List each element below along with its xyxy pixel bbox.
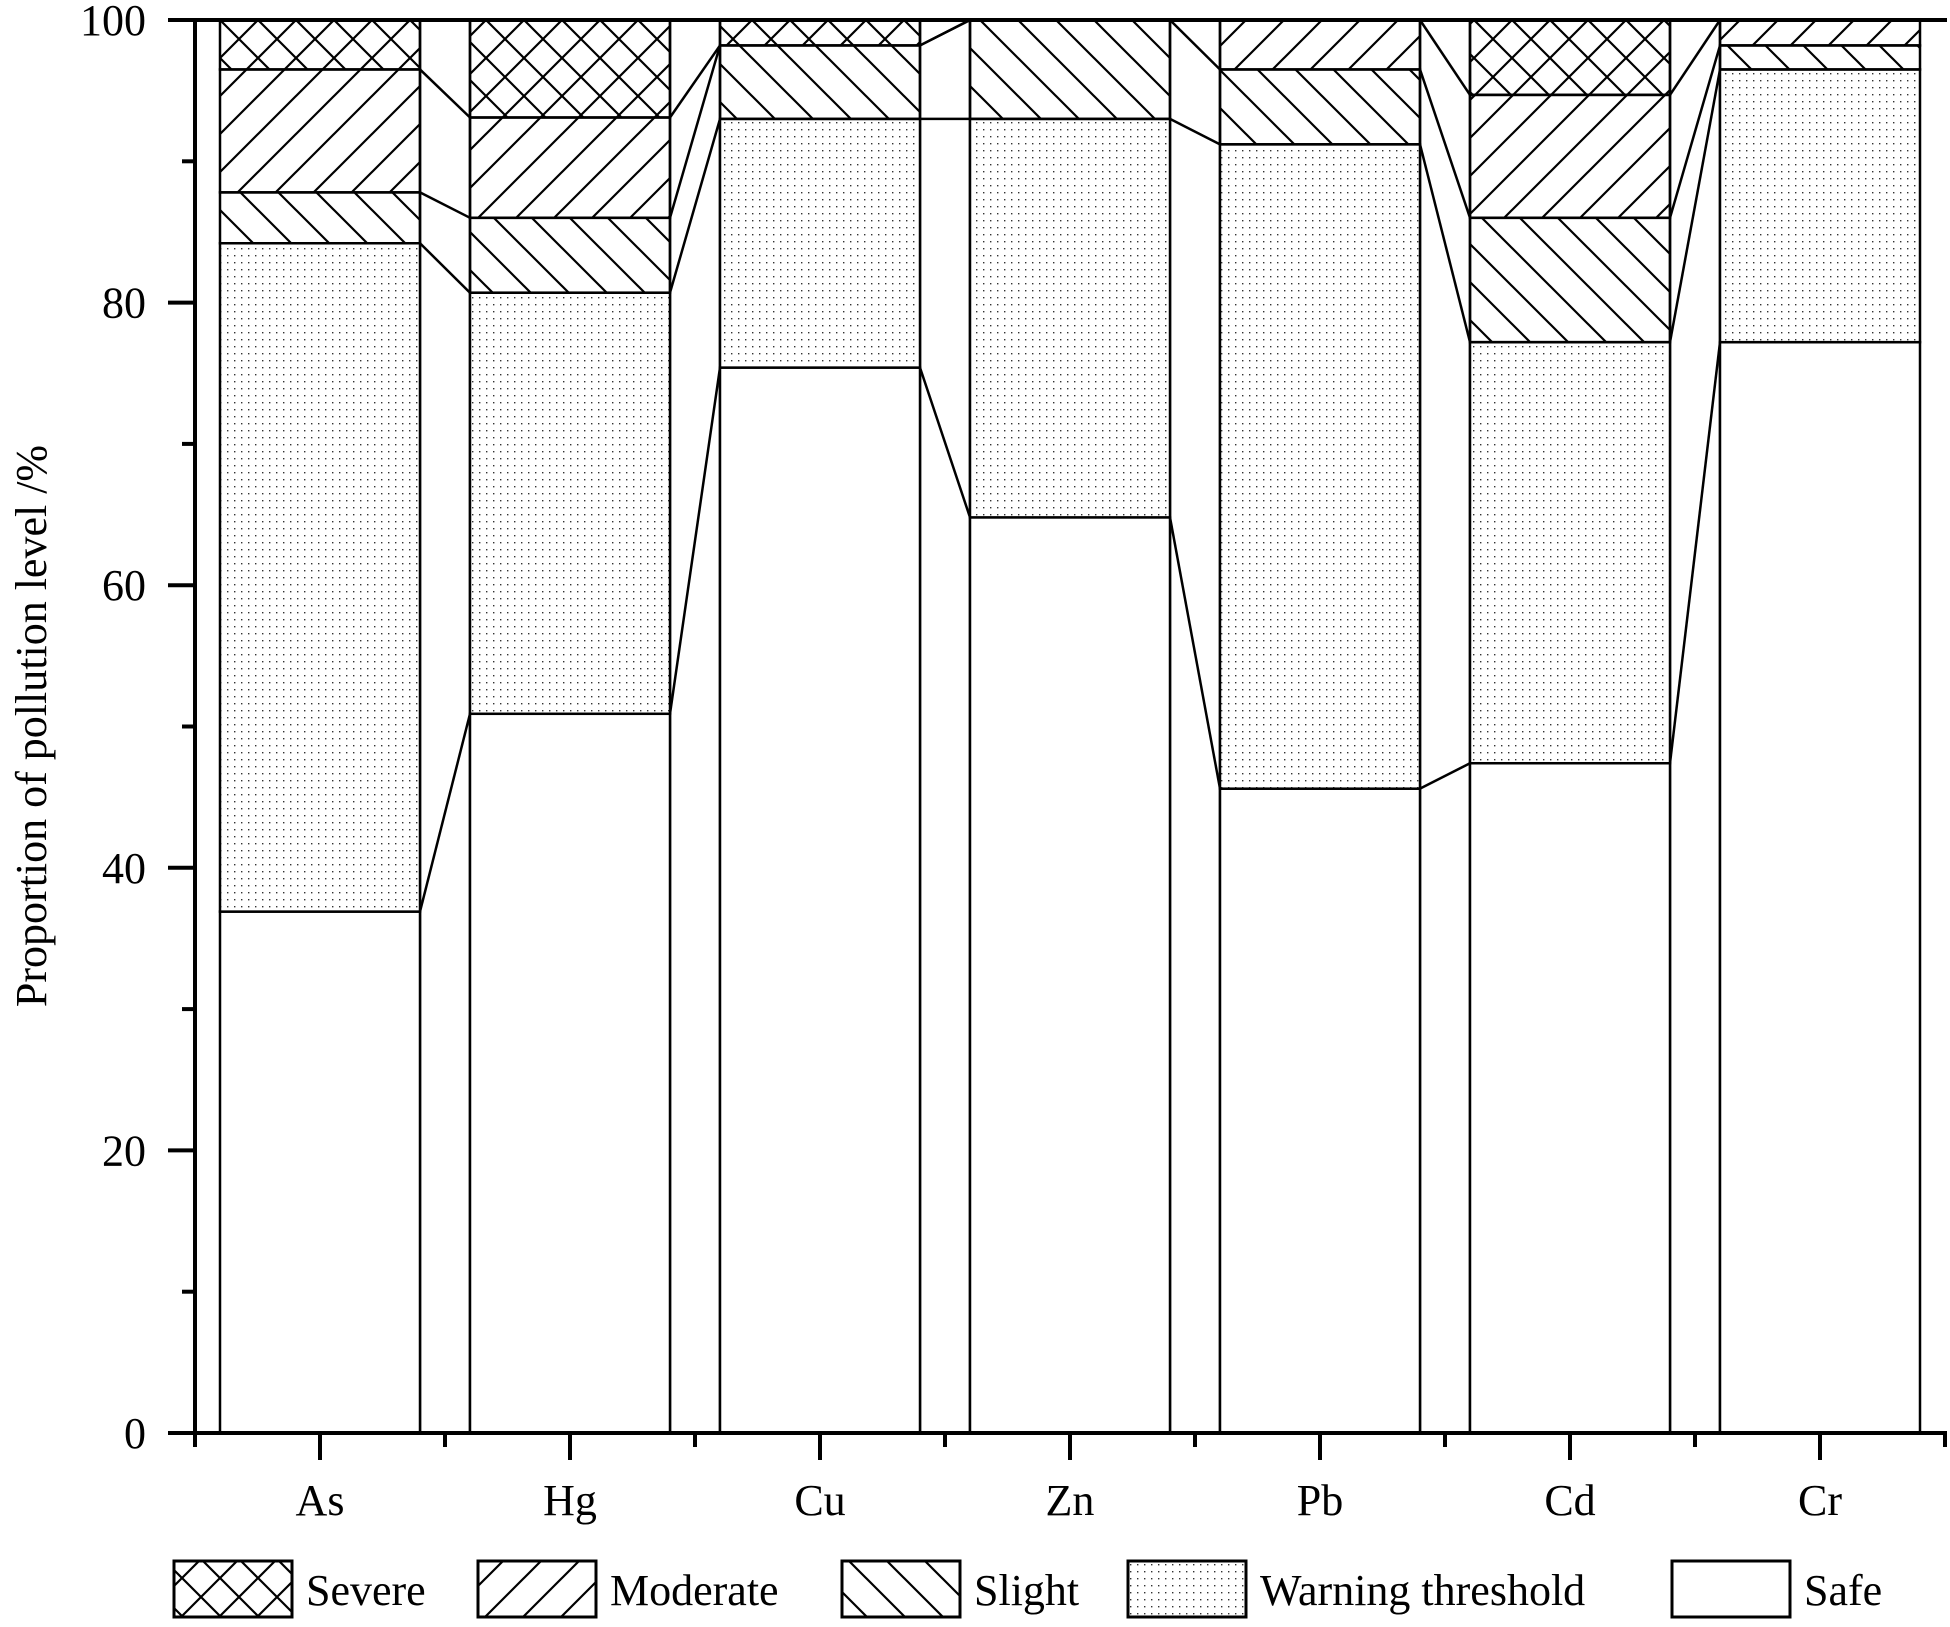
segment-severe [1468, 18, 1672, 97]
legend-swatch-warning-threshold [1126, 1559, 1248, 1619]
legend-label: Safe [1804, 1566, 1882, 1615]
segment-safe [1718, 340, 1922, 1435]
x-tick-label-hg: Hg [543, 1476, 597, 1525]
connector-line [1168, 517, 1222, 789]
bar-cr [1718, 18, 1922, 1435]
segment-warning-threshold [1718, 68, 1922, 344]
legend-item-slight: Slight [840, 1559, 1079, 1619]
segment-severe [718, 18, 922, 47]
legend-item-moderate: Moderate [476, 1559, 779, 1619]
y-ticks: 0 20 40 60 80 100 [80, 0, 195, 1458]
segment-slight [1468, 216, 1672, 344]
connector-line [668, 118, 722, 294]
x-tick-label-cr: Cr [1798, 1476, 1842, 1525]
segment-slight [718, 44, 922, 121]
connector-line [419, 68, 471, 119]
legend-item-severe: Severe [172, 1559, 426, 1619]
segment-moderate [1718, 18, 1922, 47]
connector-line [1169, 117, 1221, 146]
legend-item-warning-threshold: Warning threshold [1126, 1559, 1585, 1619]
bar-pb [1218, 18, 1422, 1435]
segment-safe [468, 712, 672, 1435]
segment-warning-threshold [468, 291, 672, 716]
bar-zn [968, 18, 1172, 1435]
legend-label: Slight [974, 1566, 1079, 1615]
segment-severe [468, 18, 672, 119]
bar-stacks [218, 18, 1922, 1435]
connector-line [419, 191, 471, 219]
connector-line [1418, 144, 1472, 343]
segment-warning-threshold [1218, 143, 1422, 790]
x-tick-label-cd: Cd [1544, 1476, 1595, 1525]
y-tick-label: 100 [80, 0, 146, 45]
segment-safe [968, 516, 1172, 1435]
connector-line [919, 18, 971, 47]
connector-line [1668, 342, 1722, 764]
connector-line [1668, 69, 1722, 343]
legend-item-safe: Safe [1670, 1559, 1882, 1619]
segment-slight [1218, 68, 1422, 146]
segment-moderate [1468, 93, 1672, 220]
segment-warning-threshold [968, 117, 1172, 519]
y-axis-title: Proportion of pollution level /% [7, 445, 56, 1007]
segment-moderate [1218, 18, 1422, 71]
y-tick-label: 0 [124, 1409, 146, 1458]
bar-cd [1468, 18, 1672, 1435]
segment-moderate [468, 116, 672, 220]
axes: 0 20 40 60 80 100 As Hg Cu Zn Pb Cd Cr [80, 0, 1947, 1525]
legend: Severe Moderate Slight Warning threshold Saf… [172, 1559, 1882, 1619]
connector-line [668, 44, 722, 119]
y-tick-label: 80 [102, 279, 146, 328]
y-tick-label: 40 [102, 844, 146, 893]
connector-line [1668, 19, 1722, 96]
legend-label: Warning threshold [1260, 1566, 1585, 1615]
bar-hg [468, 18, 672, 1435]
legend-swatch-severe [172, 1559, 294, 1619]
connector-line [1419, 762, 1471, 790]
connector-line [1418, 69, 1472, 219]
legend-swatch-safe [1670, 1559, 1792, 1619]
segment-safe [218, 910, 422, 1435]
connector-line [418, 713, 472, 912]
y-tick-label: 20 [102, 1126, 146, 1175]
segment-safe [718, 366, 922, 1435]
legend-swatch-slight [840, 1559, 962, 1619]
segment-slight [1718, 44, 1922, 71]
connector-line [419, 242, 471, 294]
bar-as [218, 18, 422, 1435]
segment-safe [1218, 787, 1422, 1435]
segment-warning-threshold [718, 117, 922, 369]
segment-moderate [218, 68, 422, 194]
x-tick-label-as: As [296, 1476, 345, 1525]
connector-line [668, 367, 722, 714]
x-tick-label-cu: Cu [794, 1476, 845, 1525]
segment-warning-threshold [1468, 340, 1672, 765]
legend-label: Severe [306, 1566, 426, 1615]
segment-warning-threshold [218, 242, 422, 913]
x-ticks: As Hg Cu Zn Pb Cd Cr [193, 1433, 1947, 1525]
connector-line [918, 367, 972, 518]
legend-swatch-moderate [476, 1559, 598, 1619]
connector-line [1169, 19, 1221, 71]
bar-cu [718, 18, 922, 1435]
segment-slight [218, 191, 422, 245]
connector-line [668, 45, 722, 219]
x-tick-label-zn: Zn [1046, 1476, 1095, 1525]
segment-slight [468, 216, 672, 294]
x-tick-label-pb: Pb [1297, 1476, 1343, 1525]
segment-severe [218, 18, 422, 71]
segment-slight [968, 18, 1172, 121]
legend-label: Moderate [610, 1566, 779, 1615]
y-tick-label: 60 [102, 561, 146, 610]
connector-line [1668, 45, 1722, 219]
segment-safe [1468, 761, 1672, 1435]
connector-line [1418, 19, 1472, 96]
